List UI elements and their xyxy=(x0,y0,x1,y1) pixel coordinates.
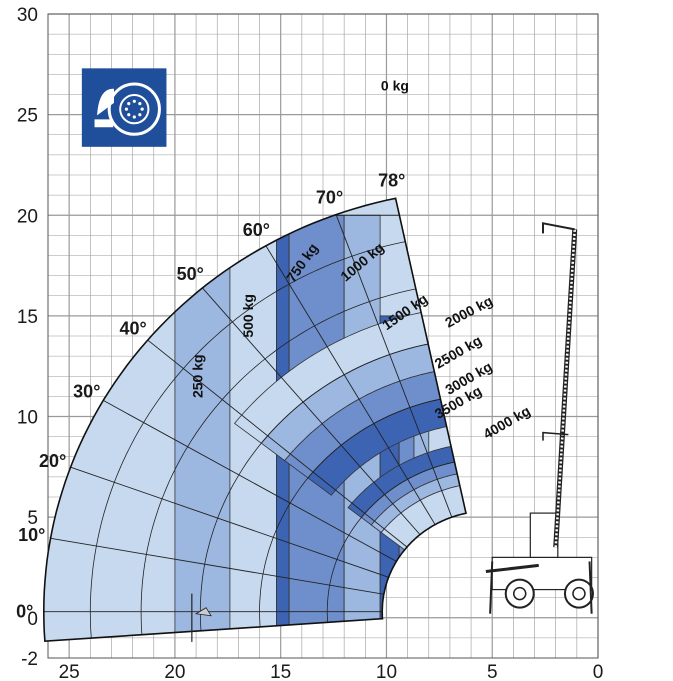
x-tick-label: 10 xyxy=(376,662,397,681)
x-tick-label: 25 xyxy=(59,662,80,681)
x-tick-label: 0 xyxy=(593,662,604,681)
tire-inner xyxy=(119,94,150,125)
x-tick-labels: 25 20 15 10 5 0 xyxy=(59,662,604,681)
x-tick-label: 20 xyxy=(164,662,185,681)
tire-bolt xyxy=(138,102,142,106)
y-tick-label: 25 xyxy=(17,106,38,127)
tire-outer xyxy=(107,82,161,136)
angle-label-0: 0° xyxy=(16,602,33,622)
angle-label-10: 10° xyxy=(18,525,45,545)
y-tick-label: 0 xyxy=(27,609,38,630)
y-tick-label: 20 xyxy=(17,206,38,227)
zone-label: 0 kg xyxy=(381,77,409,93)
angle-labels: 0° 10° 20° 30° 40° 50° 60° 70° 78° xyxy=(16,171,405,622)
angle-ray-10 xyxy=(50,537,384,595)
angle-ray-50 xyxy=(202,287,421,535)
tire-bolt xyxy=(127,102,131,106)
arm-mark xyxy=(94,119,114,128)
y-tick-label: -2 xyxy=(21,649,38,670)
tire-bolt xyxy=(127,113,131,117)
angle-label-30: 30° xyxy=(73,381,100,401)
x-tick-label: 5 xyxy=(487,662,498,681)
radius-arc xyxy=(326,461,455,623)
rear-wheel xyxy=(563,578,594,609)
boom xyxy=(553,229,578,548)
boom-head xyxy=(542,222,575,234)
x-tick-label: 15 xyxy=(270,662,291,681)
tire-bolt xyxy=(132,99,136,103)
radius-arc xyxy=(89,241,406,639)
zone-label: 250 kg xyxy=(189,354,205,398)
boom-mid-fork xyxy=(542,431,569,441)
rear-outrigger xyxy=(588,561,593,614)
angle-label-50: 50° xyxy=(177,264,204,284)
cab xyxy=(529,512,559,558)
boom-inner xyxy=(554,229,576,548)
angle-ray-30 xyxy=(103,400,397,562)
angle-label-20: 20° xyxy=(39,451,66,471)
fork-marker-shape xyxy=(194,607,212,617)
plot-frame xyxy=(47,13,599,659)
angle-label-78: 78° xyxy=(378,171,405,191)
radius-arc xyxy=(140,288,416,635)
angle-label-60: 60° xyxy=(243,220,270,240)
angle-ray-20 xyxy=(70,466,389,578)
front-wheel xyxy=(504,578,535,609)
y-tick-label: 5 xyxy=(27,508,38,529)
rotation-arrow xyxy=(97,88,114,116)
tire-bolt xyxy=(140,107,144,111)
angle-label-70: 70° xyxy=(316,188,343,208)
icon-background xyxy=(81,68,167,147)
telehandler-silhouette xyxy=(191,222,594,642)
y-tick-label: 30 xyxy=(17,5,38,26)
rotating-tire-icon xyxy=(81,68,167,147)
radius-arc xyxy=(259,398,441,627)
tire-bolt xyxy=(132,115,136,119)
angle-ray-60 xyxy=(265,245,436,525)
zone-label: 4000 kg xyxy=(480,402,532,442)
radius-arcs xyxy=(89,241,455,639)
y-tick-label: 10 xyxy=(17,408,38,429)
zone-label: 2000 kg xyxy=(442,292,495,330)
radius-arc xyxy=(199,343,429,631)
load-zones xyxy=(43,198,467,642)
y-tick-label: 15 xyxy=(17,307,38,328)
tire-bolt xyxy=(124,107,129,111)
angle-ray-70 xyxy=(335,214,453,518)
angle-ray-40 xyxy=(147,339,408,548)
rear-wheel-hub xyxy=(572,586,586,601)
tire-bolt xyxy=(138,113,142,117)
zone-label: 500 kg xyxy=(240,294,256,338)
angle-label-40: 40° xyxy=(119,318,146,338)
reach-envelope xyxy=(42,197,467,643)
y-tick-labels: 30 25 20 15 10 5 0 -2 xyxy=(17,5,38,670)
lowered-boom xyxy=(485,563,539,573)
load-band xyxy=(174,214,231,642)
front-wheel-hub xyxy=(512,586,527,601)
